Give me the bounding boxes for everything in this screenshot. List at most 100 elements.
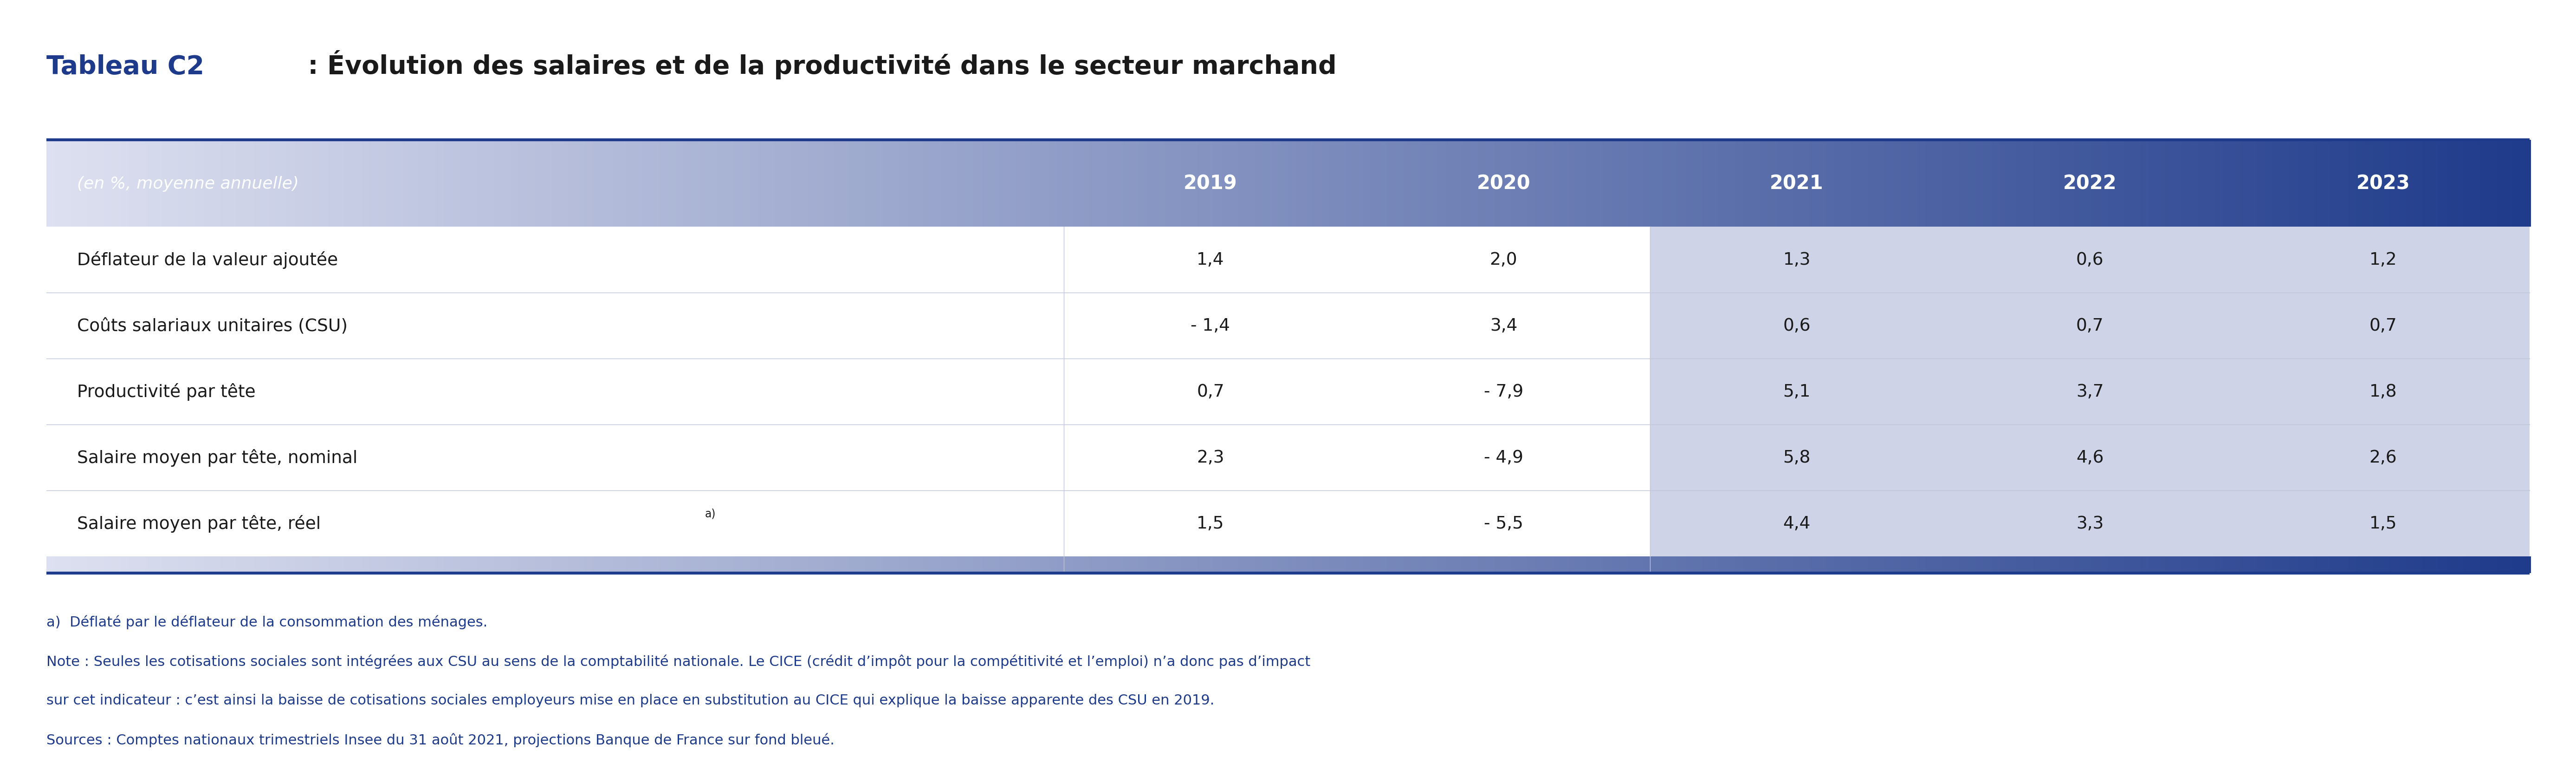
Bar xyxy=(1262,556,1273,573)
Bar xyxy=(46,425,1651,491)
Text: 0,7: 0,7 xyxy=(1198,383,1224,400)
Bar xyxy=(1123,140,1131,227)
Bar xyxy=(327,140,337,227)
Bar xyxy=(1115,140,1123,227)
Bar xyxy=(592,140,603,227)
Bar xyxy=(948,140,958,227)
Text: 1,8: 1,8 xyxy=(2370,383,2396,400)
Bar xyxy=(1512,556,1520,573)
Bar xyxy=(2182,140,2192,227)
Bar xyxy=(701,140,711,227)
Bar xyxy=(294,556,304,573)
Bar xyxy=(2115,556,2125,573)
Bar xyxy=(1577,556,1587,573)
Bar xyxy=(345,556,353,573)
Bar xyxy=(641,556,652,573)
Bar xyxy=(1692,556,1703,573)
Bar xyxy=(402,556,412,573)
Bar xyxy=(1337,140,1347,227)
Bar xyxy=(2017,140,2025,227)
Bar xyxy=(914,556,925,573)
Bar xyxy=(750,556,760,573)
Bar xyxy=(683,140,693,227)
Bar xyxy=(1999,140,2009,227)
Bar xyxy=(327,556,337,573)
Bar xyxy=(2156,140,2166,227)
Bar xyxy=(585,556,595,573)
Bar xyxy=(1363,140,1373,227)
Bar xyxy=(1834,140,1844,227)
Bar xyxy=(592,556,603,573)
Bar xyxy=(2496,556,2506,573)
Bar xyxy=(2081,140,2092,227)
Bar xyxy=(1718,556,1728,573)
Bar xyxy=(1528,140,1538,227)
Bar xyxy=(634,556,644,573)
Bar xyxy=(1662,140,1669,227)
Bar xyxy=(229,140,237,227)
Bar xyxy=(196,556,206,573)
Bar xyxy=(443,140,453,227)
Bar xyxy=(1430,556,1437,573)
Bar xyxy=(866,140,876,227)
Bar xyxy=(708,556,719,573)
Bar xyxy=(2504,556,2514,573)
Bar xyxy=(1453,140,1463,227)
Bar xyxy=(1610,556,1620,573)
Bar xyxy=(46,293,1651,359)
Bar xyxy=(2197,556,2208,573)
Bar xyxy=(1041,556,1048,573)
Bar xyxy=(270,556,278,573)
Bar xyxy=(1819,140,1826,227)
Bar xyxy=(211,556,222,573)
Bar xyxy=(2473,140,2481,227)
Bar xyxy=(1314,140,1321,227)
Bar xyxy=(1901,140,1909,227)
Bar xyxy=(1262,140,1273,227)
Bar xyxy=(170,556,180,573)
Bar xyxy=(1577,140,1587,227)
Text: 0,7: 0,7 xyxy=(2076,317,2105,335)
Bar xyxy=(1296,140,1306,227)
Bar xyxy=(1984,140,1994,227)
Bar xyxy=(1726,140,1736,227)
Bar xyxy=(948,556,958,573)
Text: 2023: 2023 xyxy=(2357,174,2411,193)
Bar xyxy=(1303,556,1314,573)
Bar xyxy=(1901,556,1909,573)
Bar xyxy=(147,140,155,227)
Bar xyxy=(1826,556,1837,573)
Bar xyxy=(1826,140,1837,227)
Bar xyxy=(1553,556,1564,573)
Bar xyxy=(1255,556,1265,573)
Bar xyxy=(2481,556,2488,573)
Bar xyxy=(1685,556,1695,573)
Bar xyxy=(626,556,636,573)
Bar xyxy=(2298,140,2308,227)
Bar xyxy=(2058,556,2069,573)
Bar xyxy=(2331,140,2342,227)
Text: Note : Seules les cotisations sociales sont intégrées aux CSU au sens de la comp: Note : Seules les cotisations sociales s… xyxy=(46,654,1311,668)
Bar xyxy=(1471,140,1479,227)
Text: 4,4: 4,4 xyxy=(1783,515,1811,532)
Bar xyxy=(1860,556,1868,573)
Bar xyxy=(618,140,626,227)
Bar xyxy=(1198,140,1206,227)
Bar xyxy=(245,556,255,573)
Bar xyxy=(567,556,577,573)
Bar xyxy=(652,556,659,573)
Bar xyxy=(518,140,528,227)
Bar xyxy=(80,556,90,573)
Text: 2020: 2020 xyxy=(1476,174,1530,193)
Bar xyxy=(1651,425,2530,491)
Bar xyxy=(791,140,801,227)
Bar xyxy=(824,556,835,573)
Bar xyxy=(1651,359,2530,425)
Bar xyxy=(2066,556,2076,573)
Bar xyxy=(1808,556,1819,573)
Bar xyxy=(162,140,173,227)
Bar xyxy=(1528,556,1538,573)
Bar xyxy=(1048,556,1059,573)
Bar xyxy=(600,556,611,573)
Bar xyxy=(783,556,793,573)
